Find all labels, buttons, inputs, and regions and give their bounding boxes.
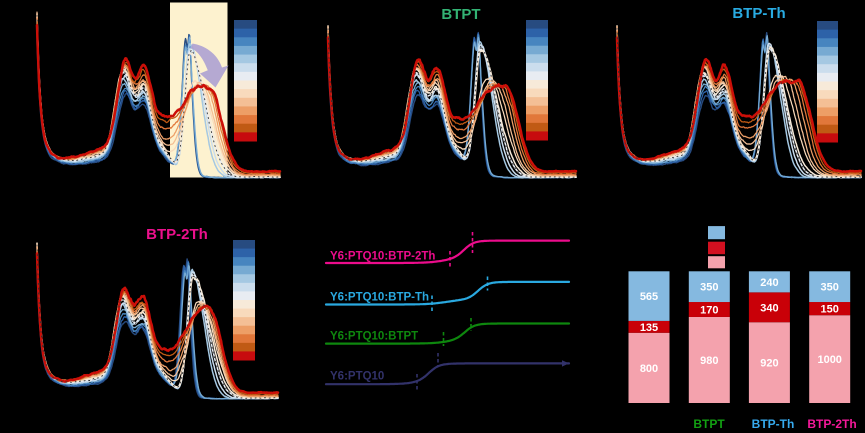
svg-text:Y6:PTQ10:BTPT: Y6:PTQ10:BTPT xyxy=(330,331,418,343)
svg-text:BTPT: BTPT xyxy=(693,417,725,431)
svg-text:150: 150 xyxy=(821,304,839,316)
svg-text:135: 135 xyxy=(640,322,658,334)
svg-text:Y6:PTQ10:BTP-2Th: Y6:PTQ10:BTP-2Th xyxy=(330,251,435,263)
svg-text:350: 350 xyxy=(700,282,718,294)
svg-text:Y6:PTQ10:BTP-Th: Y6:PTQ10:BTP-Th xyxy=(330,292,429,304)
svg-text:Y6:PTQ10: Y6:PTQ10 xyxy=(330,371,384,383)
svg-text:240: 240 xyxy=(760,277,778,289)
svg-text:565: 565 xyxy=(640,291,658,303)
svg-text:350: 350 xyxy=(821,282,839,294)
svg-text:340: 340 xyxy=(760,302,778,314)
svg-text:920: 920 xyxy=(760,358,778,370)
svg-text:800: 800 xyxy=(640,363,658,375)
svg-text:980: 980 xyxy=(700,355,718,367)
svg-text:170: 170 xyxy=(700,305,718,317)
svg-text:BTP-2Th: BTP-2Th xyxy=(807,417,856,431)
svg-text:BTPT: BTPT xyxy=(441,6,480,23)
svg-text:BTP-2Th: BTP-2Th xyxy=(146,226,208,243)
svg-text:1000: 1000 xyxy=(817,354,841,366)
svg-text:BTP-Th: BTP-Th xyxy=(752,417,795,431)
svg-text:BTP-Th: BTP-Th xyxy=(732,5,785,22)
